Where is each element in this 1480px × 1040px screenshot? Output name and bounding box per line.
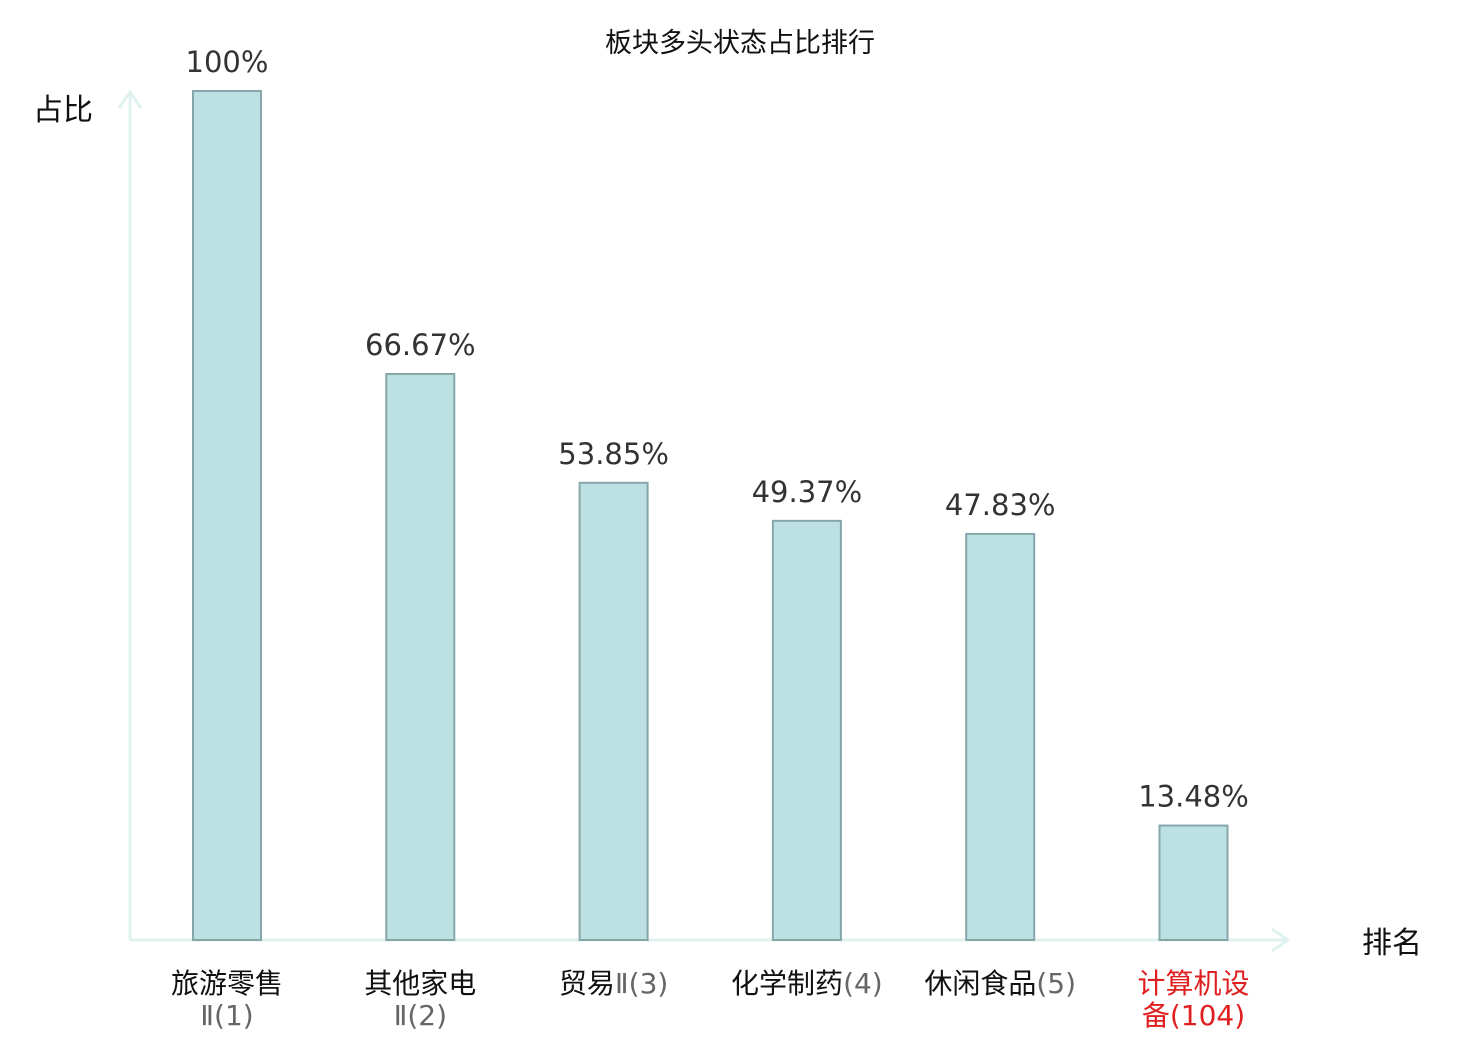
x-tick-line: 备(104) [1142,999,1245,1032]
x-tick-label-4: 化学制药(4) [731,967,883,1000]
category-label-6: 计算机设备(104) [1137,967,1249,1032]
category-label-4: 化学制药(4) [731,967,883,1000]
data-label-4: 49.37% [752,475,863,509]
category-label-2: 其他家电 Ⅱ(2) [364,967,476,1032]
category-label-1: 旅游零售 Ⅱ(1) [171,967,283,1032]
x-tick-line: 贸易Ⅱ(3) [559,967,668,1000]
category-labels: 旅游零售 Ⅱ(1) 其他家电 Ⅱ(2) 贸易Ⅱ(3) 化学制药(4) 休闲食品(5) 计算机设… [171,967,1250,1032]
x-tick-line: Ⅱ(2) [394,999,447,1032]
x-tick-label-1: 旅游零售 Ⅱ(1) [171,967,283,1032]
x-tick-line: 化学制药(4) [731,967,883,1000]
x-tick-label-2: 其他家电 Ⅱ(2) [364,967,476,1032]
bar-series [192,90,1229,942]
bar-5 [965,532,1036,941]
bar-4 [771,519,842,941]
y-axis-label: 占比 [33,93,93,128]
data-label-3: 53.85% [558,437,669,471]
x-tick-line: 计算机设 [1137,967,1249,1000]
x-axis-arrow-icon [1271,927,1291,953]
x-tick-label-6: 计算机设备(104) [1137,967,1249,1032]
x-tick-label-5: 休闲食品(5) [924,967,1076,1000]
data-label-1: 100% [186,45,269,79]
category-label-3: 贸易Ⅱ(3) [559,967,668,1000]
x-tick-line: 休闲食品(5) [924,967,1076,1000]
category-label-5: 休闲食品(5) [924,967,1076,1000]
x-tick-label-3: 贸易Ⅱ(3) [559,967,668,1000]
x-axis-label: 排名 [1362,926,1422,961]
x-axis [130,927,1291,953]
y-axis-arrow-icon [117,89,143,109]
data-label-5: 47.83% [945,488,1056,522]
data-labels: 100% 66.67% 53.85% 49.37% 47.83% 13.48% [186,45,1249,814]
data-label-2: 66.67% [365,328,476,362]
x-tick-line: Ⅱ(1) [200,999,253,1032]
y-axis [117,89,143,940]
x-tick-line: 其他家电 [364,967,476,1000]
chart-title: 板块多头状态占比排行 [605,28,875,59]
bar-3 [578,481,649,941]
bar-2 [385,372,456,942]
data-label-6: 13.48% [1138,780,1249,814]
bar-1 [192,90,262,941]
bar-6 [1158,824,1229,942]
x-tick-line: 旅游零售 [171,967,283,1000]
